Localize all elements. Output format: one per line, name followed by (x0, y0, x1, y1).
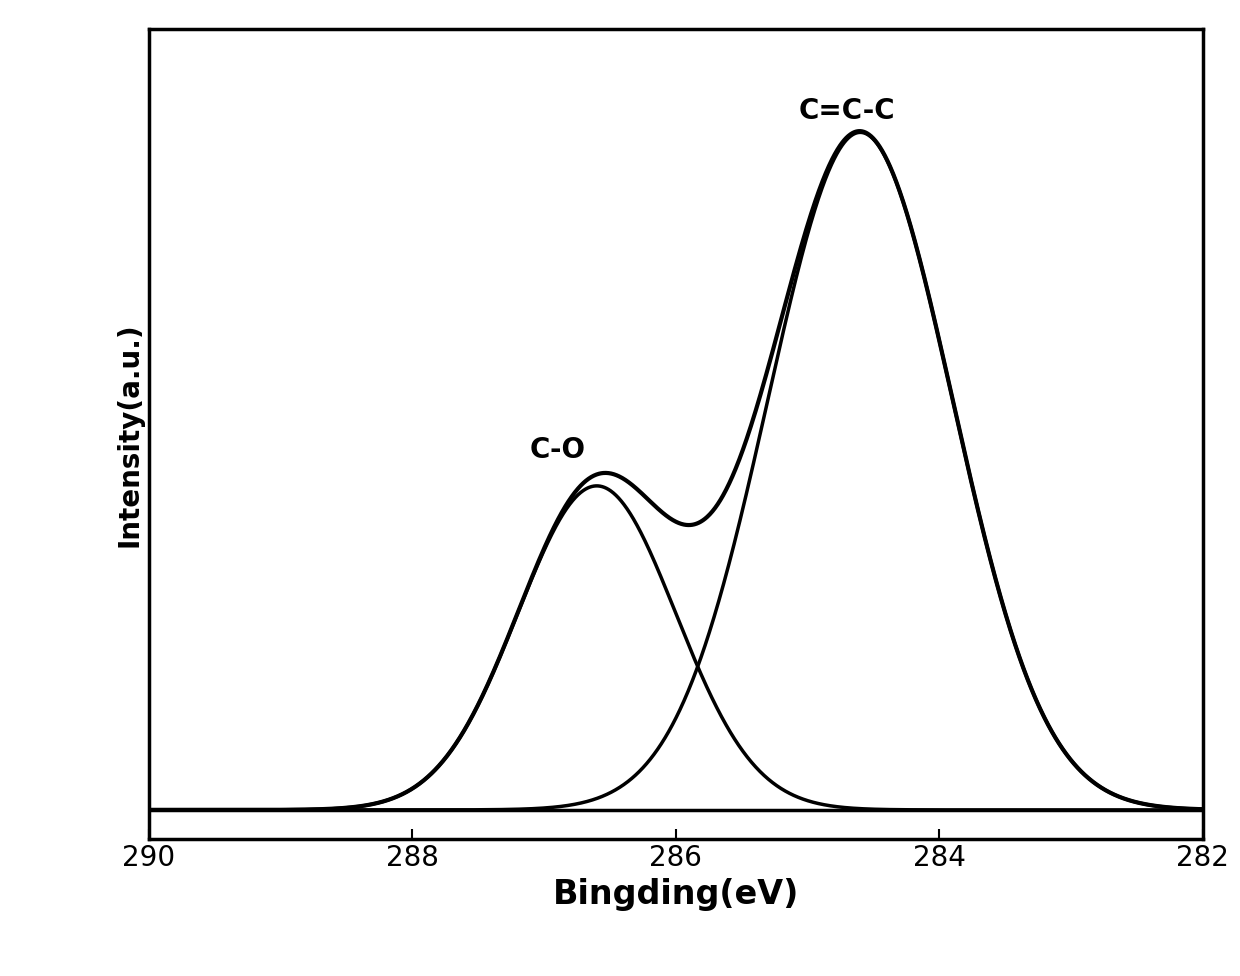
X-axis label: Bingding(eV): Bingding(eV) (553, 877, 799, 911)
Text: C-O: C-O (529, 435, 585, 464)
Y-axis label: Intensity(a.u.): Intensity(a.u.) (115, 322, 144, 547)
Text: C=C-C: C=C-C (799, 97, 895, 125)
